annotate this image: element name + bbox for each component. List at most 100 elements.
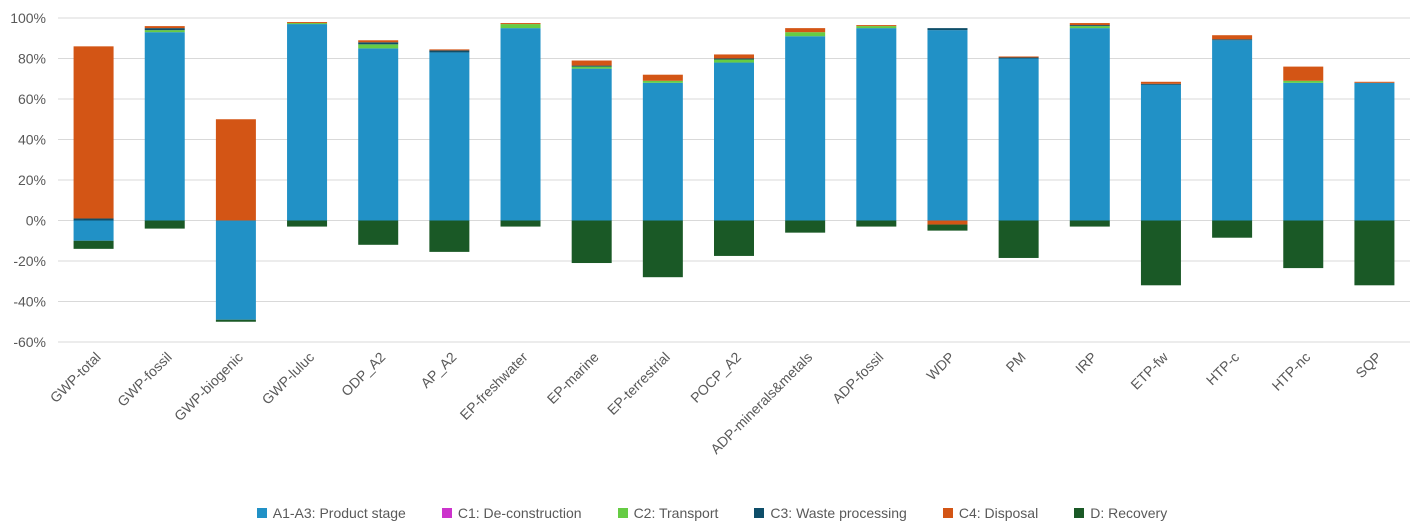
bar-segment bbox=[1212, 35, 1253, 40]
bar-segment bbox=[429, 49, 470, 51]
bar-segment bbox=[998, 220, 1039, 258]
x-tick-label: EP-terrestrial bbox=[604, 349, 673, 418]
bar-segment bbox=[500, 23, 541, 25]
bar-segment bbox=[358, 42, 399, 45]
bar-segment bbox=[429, 220, 470, 252]
bar-segment bbox=[1212, 220, 1253, 238]
bar-segment bbox=[571, 68, 612, 221]
bar-segment bbox=[714, 58, 754, 60]
bar-segment bbox=[287, 23, 328, 25]
bar-segment bbox=[287, 24, 328, 221]
legend-item: A1-A3: Product stage bbox=[256, 504, 406, 522]
bar-segment bbox=[358, 220, 399, 245]
bar-segment bbox=[856, 25, 897, 27]
bar-segment bbox=[927, 220, 968, 225]
bar-segment bbox=[73, 218, 114, 221]
legend-label: D: Recovery bbox=[1090, 505, 1168, 521]
bar-segment bbox=[571, 65, 612, 67]
stacked-bar-chart: -60% -40% -20% 0% 20% 40% 60% 80% 100% GWP-total… bbox=[10, 10, 1410, 457]
bar-segment bbox=[358, 44, 399, 49]
bar-segment bbox=[1212, 39, 1253, 41]
bar-segment bbox=[358, 48, 399, 221]
bar-segment bbox=[927, 224, 968, 231]
x-tick-label: IRP bbox=[1072, 349, 1100, 377]
bar-segment bbox=[1354, 81, 1395, 83]
bar-segment bbox=[1140, 84, 1181, 221]
x-tick-label: EP-freshwater bbox=[457, 349, 531, 423]
bar-segment bbox=[785, 32, 826, 37]
x-tick-label: ADP-fossil bbox=[829, 349, 887, 407]
bar-segment bbox=[998, 56, 1039, 58]
legend-swatch bbox=[1074, 508, 1085, 518]
bar-segment bbox=[856, 26, 897, 29]
legend-label: A1-A3: Product stage bbox=[272, 505, 406, 521]
y-axis-ticks: -60% -40% -20% 0% 20% 40% 60% 80% 100% bbox=[10, 10, 46, 350]
x-tick-label: GWP-fossil bbox=[114, 349, 175, 410]
bar-segment bbox=[1069, 220, 1110, 227]
bar-segment bbox=[144, 26, 185, 29]
bar-segment bbox=[144, 30, 185, 33]
bar-segment bbox=[1140, 220, 1181, 286]
bar-segment bbox=[714, 62, 754, 221]
bar-segment bbox=[144, 32, 185, 221]
bar-segment bbox=[571, 220, 612, 264]
legend-item: D: Recovery bbox=[1074, 504, 1167, 522]
bar-segment bbox=[856, 28, 897, 221]
bar-segment bbox=[1212, 40, 1253, 221]
bar-segment bbox=[144, 220, 185, 229]
x-tick-label: WDP bbox=[923, 349, 957, 383]
x-tick-label: SQP bbox=[1352, 349, 1384, 381]
bar-segment bbox=[215, 119, 256, 221]
bar-segment bbox=[1283, 80, 1324, 83]
bar-segment bbox=[215, 319, 256, 322]
x-tick-label: EP-marine bbox=[544, 349, 602, 407]
x-tick-label: POCP_A2 bbox=[687, 349, 744, 406]
legend: A1-A3: Product stage C1: De-construction C… bbox=[0, 504, 1424, 522]
bar-segment bbox=[927, 28, 968, 31]
bar-segment bbox=[571, 60, 612, 66]
legend-swatch bbox=[441, 508, 452, 518]
bar-segment bbox=[287, 220, 328, 227]
legend-swatch bbox=[256, 508, 267, 518]
bar-segment bbox=[1283, 220, 1324, 269]
x-tick-label: GWP-total bbox=[47, 349, 104, 406]
legend-item: C3: Waste processing bbox=[754, 504, 907, 522]
legend-label: C1: De-construction bbox=[457, 505, 582, 521]
bar-segment bbox=[1069, 28, 1110, 221]
y-tick-label: 40% bbox=[18, 132, 46, 148]
x-tick-label: AP_A2 bbox=[417, 349, 459, 391]
bar-segment bbox=[927, 30, 968, 221]
bar-segment bbox=[358, 40, 399, 43]
y-tick-label: 20% bbox=[18, 172, 46, 188]
legend-item: C1: De-construction bbox=[441, 504, 582, 522]
bar-segment bbox=[571, 66, 612, 69]
bars bbox=[73, 22, 1395, 322]
bar-segment bbox=[500, 220, 541, 227]
legend-item: C4: Disposal bbox=[942, 504, 1039, 522]
bar-segment bbox=[856, 220, 897, 227]
legend-label: C4: Disposal bbox=[958, 505, 1039, 521]
bar-segment bbox=[642, 74, 683, 81]
bar-segment bbox=[714, 59, 754, 63]
legend-swatch bbox=[942, 508, 953, 518]
bar-segment bbox=[1069, 26, 1110, 29]
legend-label: C2: Transport bbox=[633, 505, 719, 521]
bar-segment bbox=[714, 54, 754, 59]
bar-segment bbox=[500, 28, 541, 221]
x-tick-label: GWP-biogenic bbox=[171, 349, 246, 424]
bar-segment bbox=[1283, 82, 1324, 221]
bar-segment bbox=[1354, 220, 1395, 286]
x-tick-label: HTP-nc bbox=[1269, 349, 1314, 394]
bar-segment bbox=[144, 28, 185, 31]
x-tick-label: ETP-fw bbox=[1127, 348, 1171, 392]
y-tick-label: 80% bbox=[18, 51, 46, 67]
bar-segment bbox=[1140, 81, 1181, 84]
bar-segment bbox=[215, 220, 256, 320]
bar-segment bbox=[1069, 25, 1110, 27]
legend-swatch bbox=[754, 508, 765, 518]
y-tick-label: 0% bbox=[26, 213, 46, 229]
bar-segment bbox=[642, 80, 683, 83]
legend-label: C3: Waste processing bbox=[770, 505, 907, 521]
